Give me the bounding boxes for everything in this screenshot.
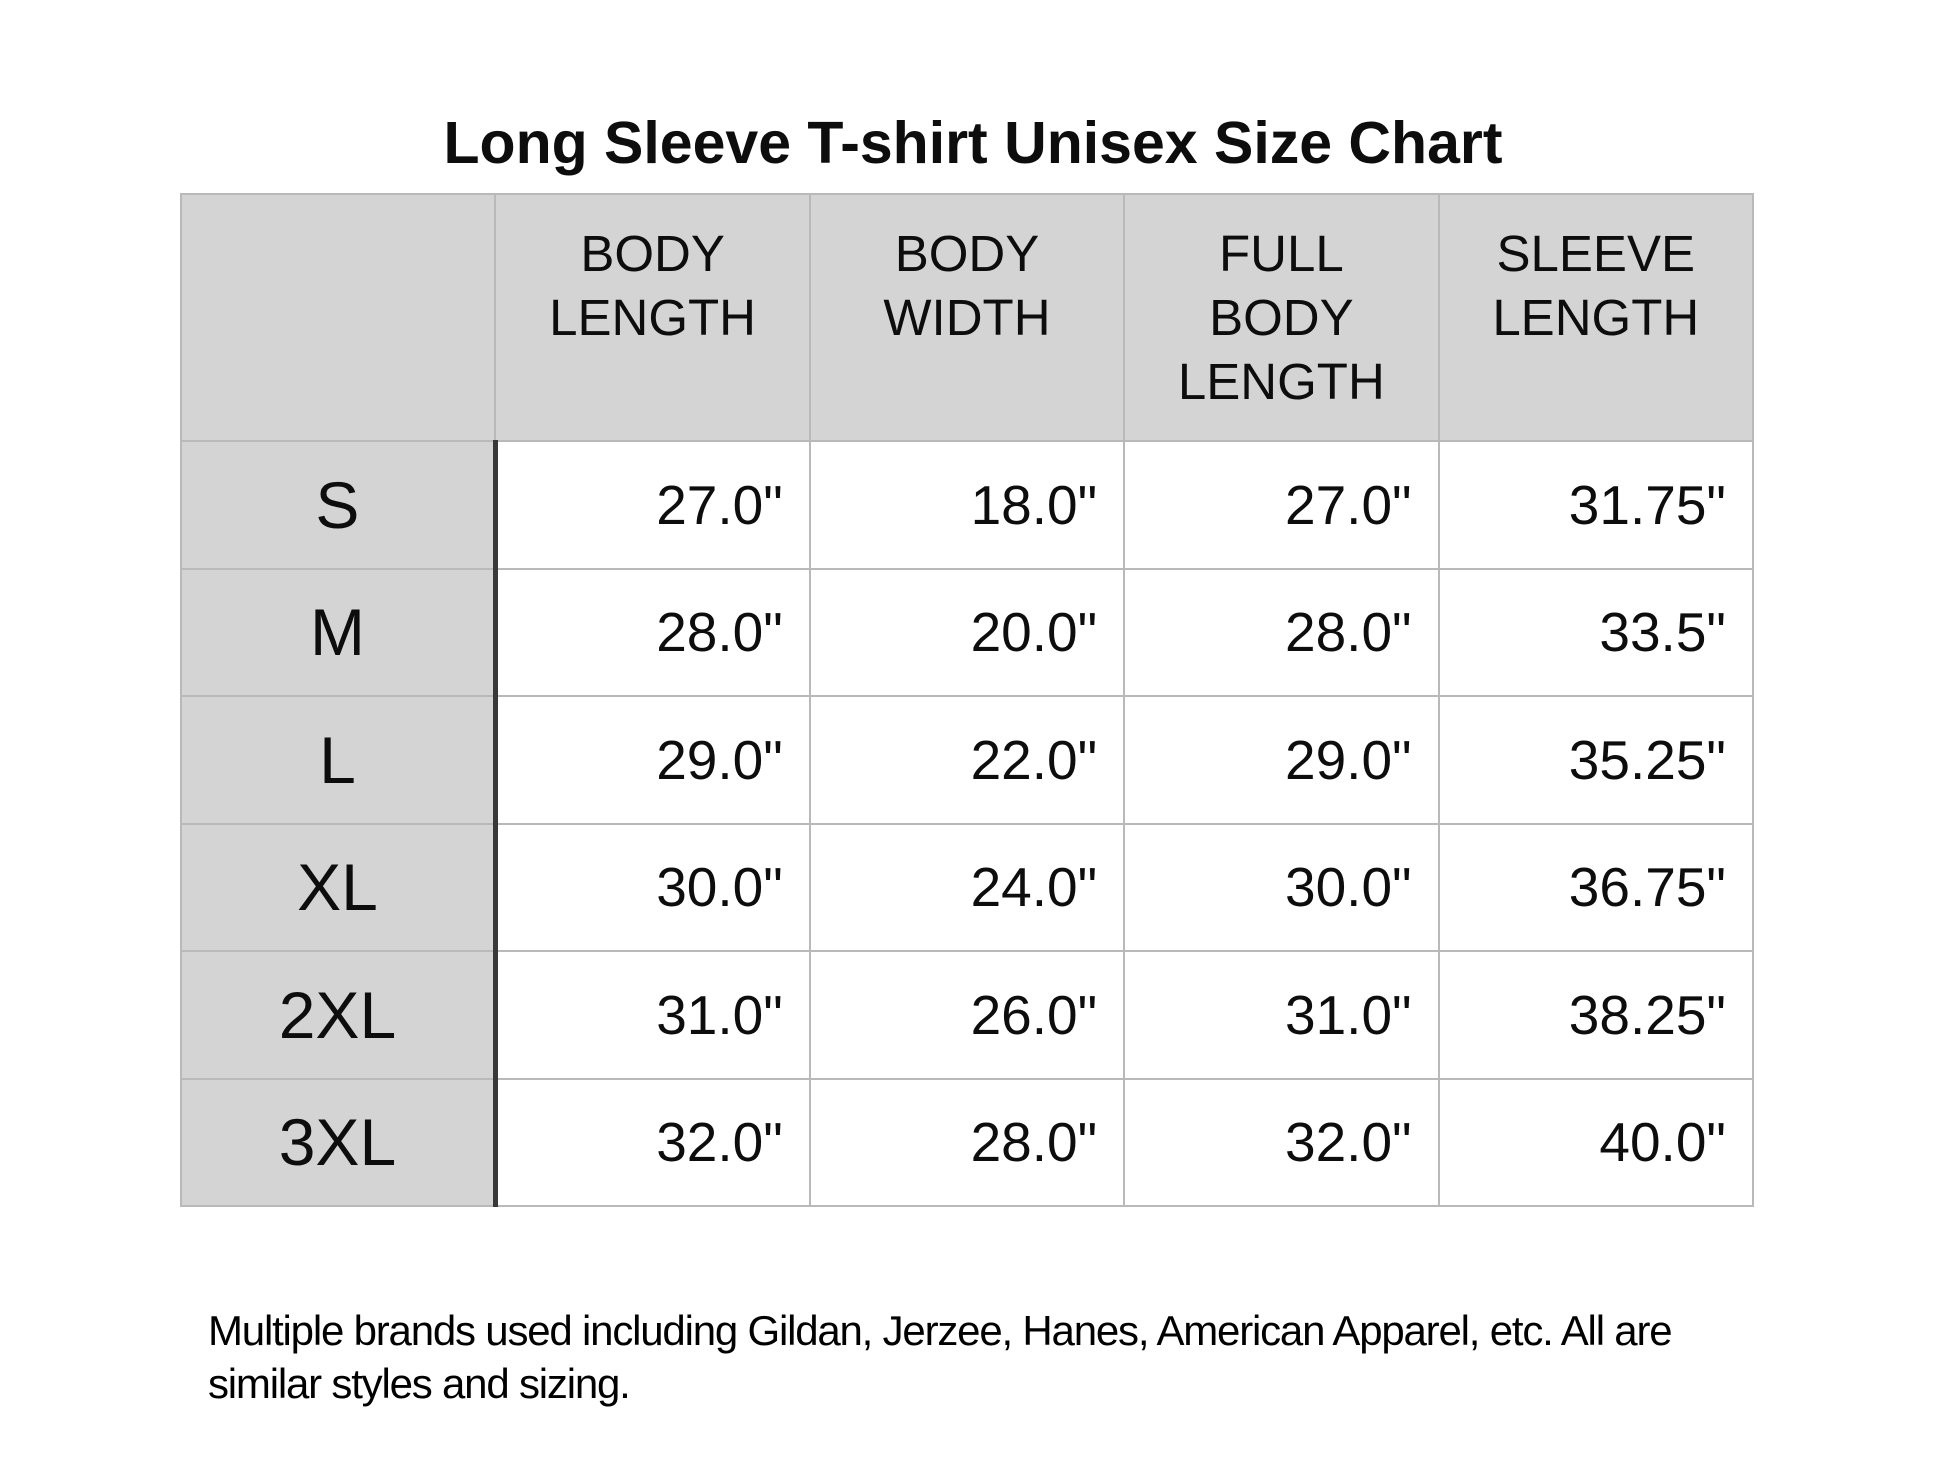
cell-body-width: 22.0" [808, 695, 1126, 825]
column-header-sleeve-length: SLEEVE LENGTH [1437, 193, 1754, 442]
cell-body-width: 24.0" [808, 822, 1126, 952]
table-row: 3XL 32.0" 28.0" 32.0" 40.0" [179, 1077, 1754, 1207]
cell-body-width: 20.0" [808, 567, 1126, 697]
cell-body-length: 32.0" [494, 1077, 811, 1207]
column-header-body-length: BODY LENGTH [494, 193, 811, 442]
column-header-body-width: BODY WIDTH [808, 193, 1126, 442]
cell-body-length: 28.0" [494, 567, 811, 697]
row-label-size: M [179, 567, 498, 697]
cell-body-length: 29.0" [494, 695, 811, 825]
footer-note: Multiple brands used including Gildan, J… [208, 1304, 1673, 1410]
cell-sleeve-length: 35.25" [1437, 695, 1754, 825]
column-header-full-body-length: FULL BODY LENGTH [1123, 193, 1440, 442]
row-label-size: XL [179, 822, 498, 952]
page-title: Long Sleeve T-shirt Unisex Size Chart [443, 110, 1503, 176]
cell-sleeve-length: 38.25" [1437, 950, 1754, 1080]
footer-note-line2: similar styles and sizing. [208, 1360, 631, 1407]
cell-full-body-length: 28.0" [1123, 567, 1440, 697]
row-label-size: L [179, 695, 498, 825]
row-label-size: S [179, 440, 498, 570]
table-row: 2XL 31.0" 26.0" 31.0" 38.25" [179, 950, 1754, 1080]
cell-full-body-length: 31.0" [1123, 950, 1440, 1080]
size-chart-table: BODY LENGTH BODY WIDTH FULL BODY LENGTH … [179, 193, 1754, 1207]
cell-sleeve-length: 33.5" [1437, 567, 1754, 697]
cell-body-length: 27.0" [494, 440, 811, 570]
cell-sleeve-length: 36.75" [1437, 822, 1754, 952]
cell-full-body-length: 27.0" [1123, 440, 1440, 570]
table-row: XL 30.0" 24.0" 30.0" 36.75" [179, 822, 1754, 952]
header-row: BODY LENGTH BODY WIDTH FULL BODY LENGTH … [179, 193, 1754, 442]
cell-body-length: 31.0" [494, 950, 811, 1080]
cell-body-width: 18.0" [808, 440, 1126, 570]
row-label-size: 2XL [179, 950, 498, 1080]
cell-full-body-length: 29.0" [1123, 695, 1440, 825]
cell-full-body-length: 32.0" [1123, 1077, 1440, 1207]
table-row: L 29.0" 22.0" 29.0" 35.25" [179, 695, 1754, 825]
cell-sleeve-length: 40.0" [1437, 1077, 1754, 1207]
table-row: M 28.0" 20.0" 28.0" 33.5" [179, 567, 1754, 697]
cell-sleeve-length: 31.75" [1437, 440, 1754, 570]
row-label-size: 3XL [179, 1077, 498, 1207]
corner-cell [179, 193, 497, 442]
cell-full-body-length: 30.0" [1123, 822, 1440, 952]
cell-body-length: 30.0" [494, 822, 811, 952]
cell-body-width: 28.0" [808, 1077, 1126, 1207]
cell-body-width: 26.0" [808, 950, 1126, 1080]
footer-note-line1: Multiple brands used including Gildan, J… [208, 1307, 1673, 1354]
table-row: S 27.0" 18.0" 27.0" 31.75" [179, 440, 1754, 570]
